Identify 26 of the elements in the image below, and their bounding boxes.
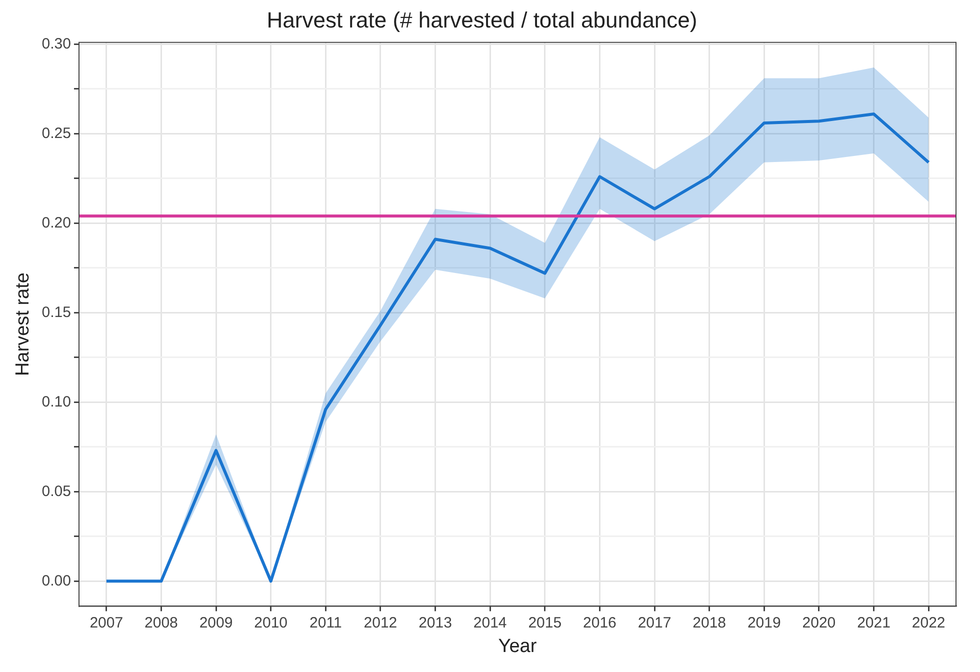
x-tick-label: 2015 — [528, 614, 562, 632]
x-tick-label: 2012 — [364, 614, 398, 632]
y-tick-label: 0.15 — [42, 304, 71, 321]
x-tick-label: 2017 — [638, 614, 672, 632]
y-tick-label: 0.00 — [42, 572, 71, 590]
y-tick-label: 0.10 — [42, 393, 71, 410]
y-tick-label: 0.20 — [42, 214, 71, 232]
x-tick-label: 2020 — [802, 614, 836, 632]
x-tick-label: 2021 — [857, 614, 890, 632]
x-tick-label: 2018 — [692, 614, 726, 632]
x-tick-label: 2019 — [747, 614, 781, 632]
y-tick-label: 0.05 — [42, 482, 71, 500]
x-tick-label: 2011 — [310, 614, 342, 632]
x-tick-label: 2014 — [473, 614, 507, 632]
x-tick-label: 2022 — [912, 614, 946, 632]
x-tick-label: 2010 — [254, 614, 288, 632]
chart-title: Harvest rate (# harvested / total abundance) — [266, 7, 698, 32]
y-tick-label: 0.30 — [42, 35, 71, 52]
x-tick-label: 2016 — [583, 614, 616, 632]
x-tick-label: 2007 — [90, 614, 124, 632]
x-tick-label: 2009 — [199, 614, 233, 632]
x-tick-label: 2008 — [144, 614, 178, 632]
y-axis-title: Harvest rate — [12, 272, 34, 376]
y-tick-label: 0.25 — [42, 124, 71, 142]
x-axis-title: Year — [498, 636, 538, 657]
x-tick-label: 2013 — [418, 614, 452, 632]
